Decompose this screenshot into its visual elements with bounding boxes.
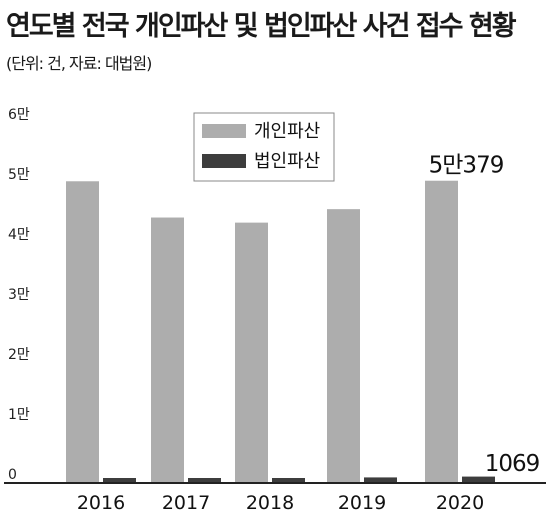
y-tick-label: 6만: [8, 107, 30, 123]
y-tick-label: 4만: [8, 227, 30, 243]
bar-individual: [425, 180, 458, 483]
bar-corporate: [188, 478, 221, 483]
legend-box: [193, 112, 335, 182]
y-tick-label: 3만: [8, 287, 30, 303]
x-tick-label: 2020: [436, 492, 484, 514]
x-tick-label: 2018: [246, 492, 294, 514]
legend-swatch: [202, 154, 246, 168]
data-label-corporate-2020: 1069: [485, 451, 540, 477]
y-tick-label: 0: [8, 467, 17, 483]
y-tick-label: 1만: [8, 407, 30, 423]
bar-corporate: [364, 477, 397, 483]
bar-corporate: [272, 478, 305, 483]
legend-label: 개인파산: [254, 121, 320, 142]
chart-title: 연도별 전국 개인파산 및 법인파산 사건 접수 현황: [6, 11, 517, 42]
bar-individual: [151, 217, 184, 484]
bar-corporate: [462, 476, 495, 483]
legend-label: 법인파산: [254, 151, 320, 172]
y-tick-label: 2만: [8, 347, 30, 363]
bar-individual: [235, 222, 268, 484]
data-label-individual-2020: 5만379: [429, 153, 504, 179]
x-tick-label: 2017: [162, 492, 210, 514]
bar-individual: [327, 209, 360, 483]
y-tick-label: 5만: [8, 167, 30, 183]
legend-swatch: [202, 124, 246, 138]
bar-corporate: [103, 478, 136, 483]
chart-subtitle: (단위: 건, 자료: 대법원): [6, 54, 152, 73]
x-tick-label: 2016: [77, 492, 125, 514]
x-tick-label: 2019: [338, 492, 386, 514]
bar-individual: [66, 181, 99, 483]
